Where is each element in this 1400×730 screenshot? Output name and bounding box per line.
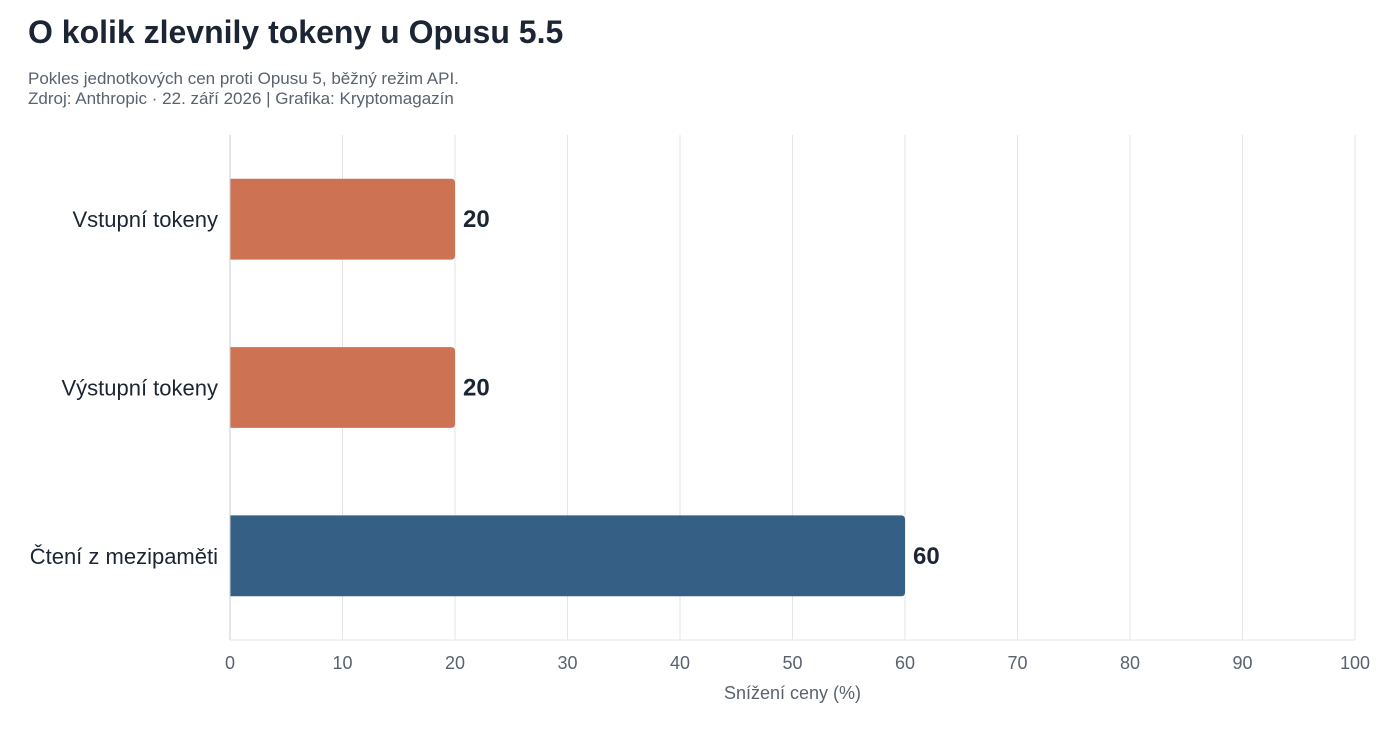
x-tick-label: 50 xyxy=(782,653,802,673)
axes xyxy=(229,135,1355,641)
x-tick-label: 30 xyxy=(557,653,577,673)
x-tick-label: 80 xyxy=(1120,653,1140,673)
category-label: Výstupní tokeny xyxy=(61,376,218,401)
x-tick-label: 90 xyxy=(1232,653,1252,673)
category-label: Vstupní tokeny xyxy=(72,207,218,232)
x-axis-title: Snížení ceny (%) xyxy=(724,683,861,703)
x-tick-label: 60 xyxy=(895,653,915,673)
subtitle-line-source: Zdroj: Anthropic · 22. září 2026 | Grafi… xyxy=(28,89,454,108)
x-tick-label: 70 xyxy=(1007,653,1027,673)
x-tick-label: 10 xyxy=(332,653,352,673)
value-label: 20 xyxy=(463,206,490,233)
bar-2 xyxy=(230,347,455,428)
value-label: 20 xyxy=(463,375,490,402)
chart-title: O kolik zlevnily tokeny u Opusu 5.5 xyxy=(28,14,564,50)
category-label: Čtení z mezipaměti xyxy=(30,544,218,569)
chart-subtitle: Pokles jednotkových cen proti Opusu 5, b… xyxy=(28,69,459,109)
x-tick-label: 40 xyxy=(670,653,690,673)
bars xyxy=(230,178,905,597)
x-tick-label: 20 xyxy=(445,653,465,673)
value-label: 60 xyxy=(913,543,940,570)
x-tick-label: 100 xyxy=(1340,653,1370,673)
bar-1 xyxy=(230,178,455,260)
subtitle-line-description: Pokles jednotkových cen proti Opusu 5, b… xyxy=(28,69,459,88)
x-tick-label: 0 xyxy=(225,653,235,673)
bar-3 xyxy=(230,515,905,597)
labels: 0 10 20 30 40 50 60 70 80 90 100 Vstupní tokeny 20 Vý… xyxy=(30,206,1370,703)
